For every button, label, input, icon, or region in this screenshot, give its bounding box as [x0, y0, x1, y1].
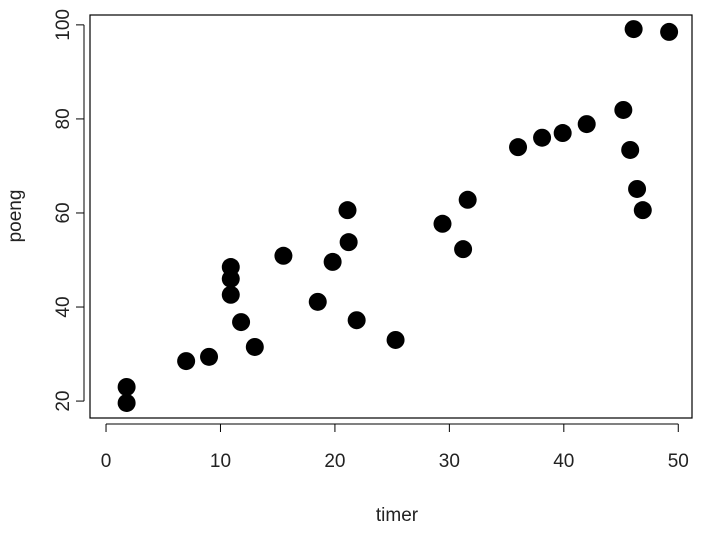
point [274, 246, 293, 265]
y-tick-label: 60 [53, 202, 74, 223]
point [232, 313, 251, 332]
point [308, 292, 327, 311]
point [553, 124, 572, 143]
point [386, 330, 405, 349]
point [621, 140, 640, 159]
point [339, 233, 358, 252]
point [624, 20, 643, 39]
point [614, 100, 633, 119]
point [577, 115, 596, 134]
point [454, 240, 473, 259]
point [458, 190, 477, 209]
x-tick-label: 10 [210, 451, 231, 472]
point [347, 311, 366, 330]
point [338, 201, 357, 220]
x-tick-label: 20 [324, 451, 345, 472]
point [117, 377, 136, 396]
point [323, 252, 342, 271]
point [221, 269, 240, 288]
point [117, 393, 136, 412]
point [221, 285, 240, 304]
x-axis-label: timer [376, 505, 419, 526]
point [533, 128, 552, 147]
point [177, 352, 196, 371]
y-tick-label: 20 [53, 391, 74, 412]
x-tick-label: 0 [101, 451, 112, 472]
x-tick-label: 50 [668, 451, 689, 472]
point [633, 201, 652, 220]
y-tick-label: 100 [53, 9, 74, 41]
x-tick-label: 30 [439, 451, 460, 472]
plot-box [89, 14, 693, 419]
x-tick-label: 40 [553, 451, 574, 472]
y-tick-label: 40 [53, 296, 74, 317]
point [628, 179, 647, 198]
y-axis-label: poeng [5, 190, 26, 243]
point [509, 138, 528, 157]
point [200, 347, 219, 366]
y-tick-label: 80 [53, 108, 74, 129]
point [660, 22, 679, 41]
point [433, 214, 452, 233]
point [245, 337, 264, 356]
